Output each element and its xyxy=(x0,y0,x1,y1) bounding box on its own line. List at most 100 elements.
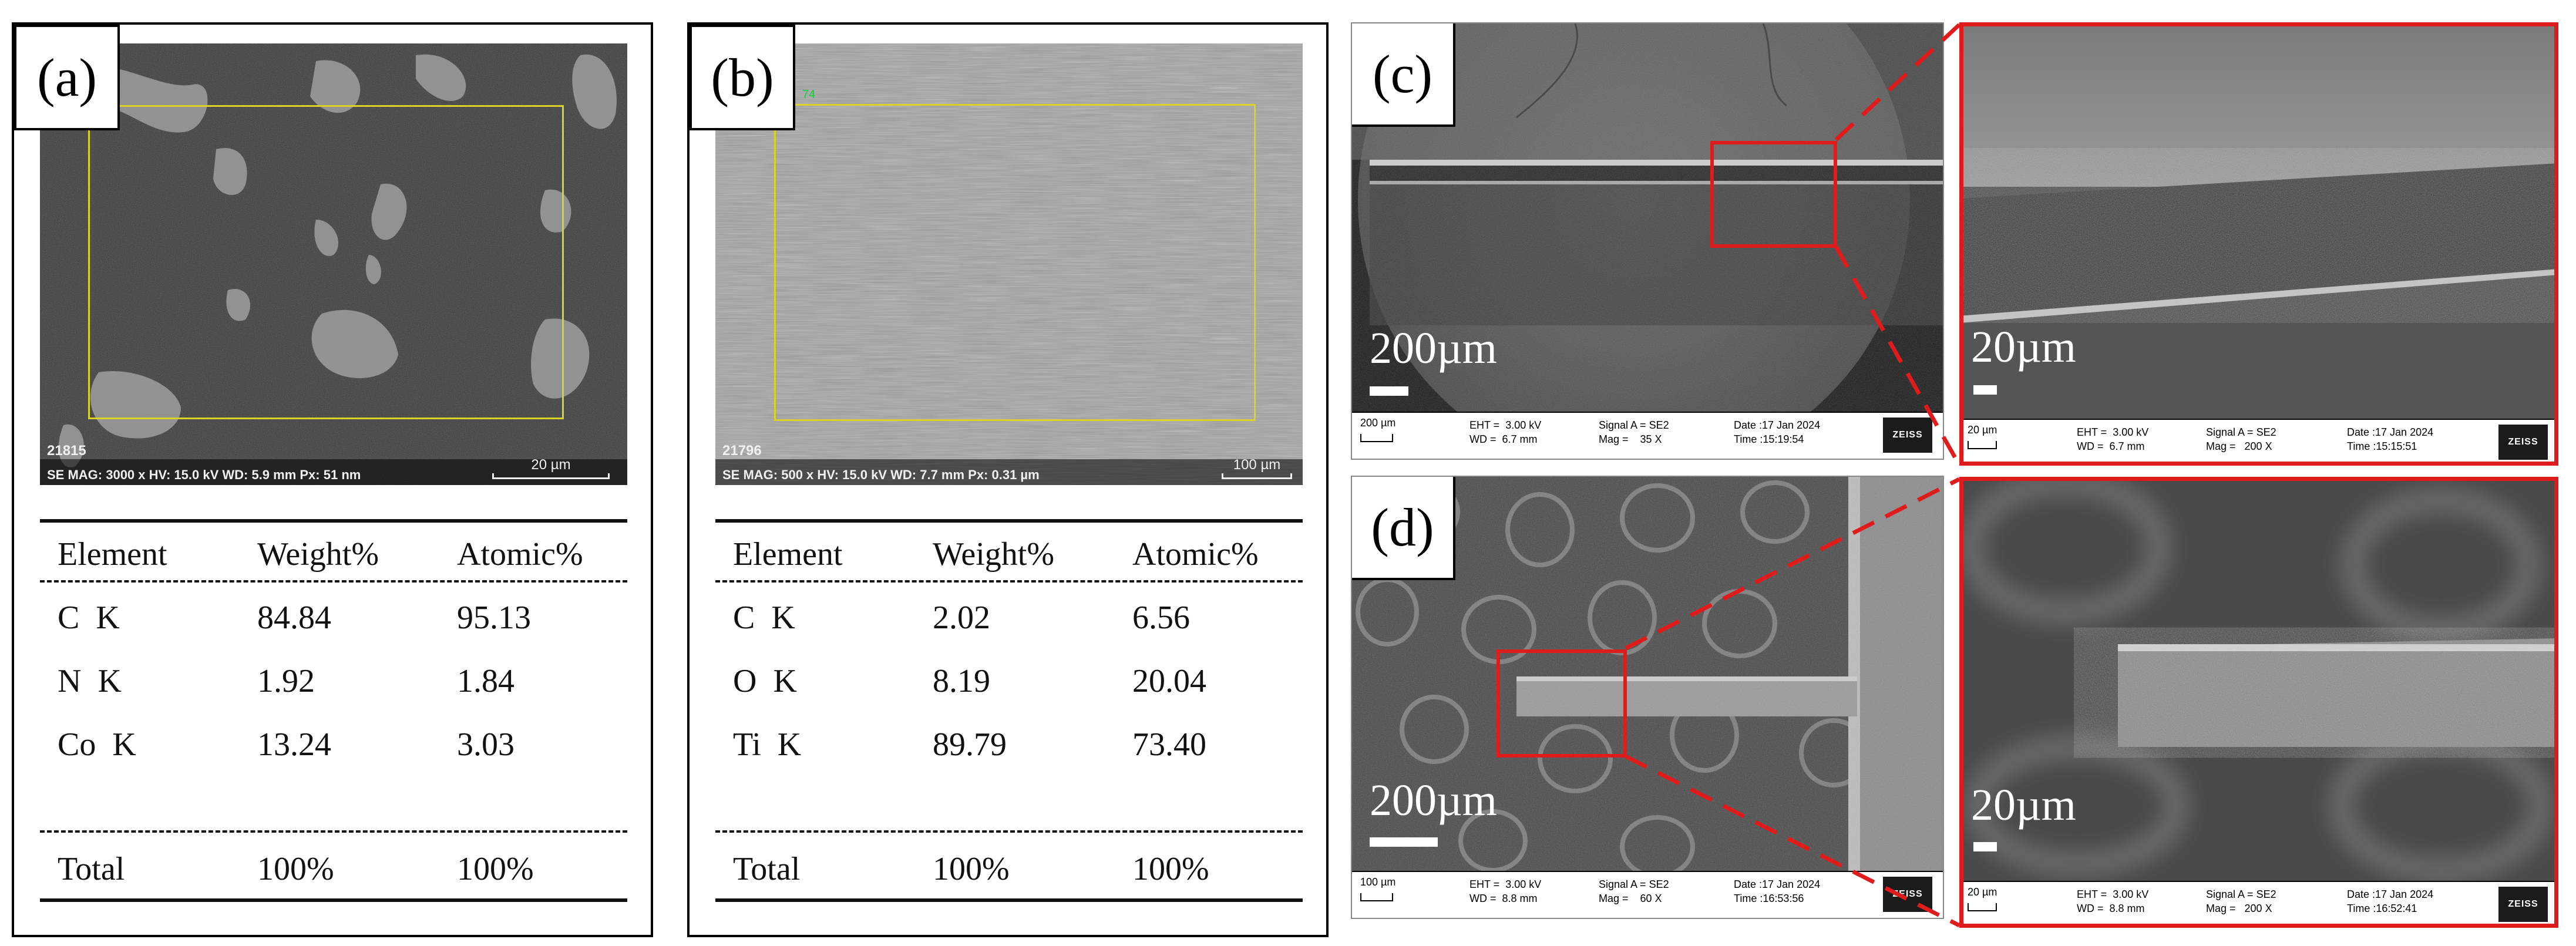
table-row: C K 2.02 6.56 xyxy=(715,594,1303,641)
panel-d-zoom: 20µm 20 µm EHT = 3.00 kV WD = 8.8 mm Sig… xyxy=(1959,477,2558,928)
total-atomic: 100% xyxy=(1132,851,1209,887)
big-scale-bar-c-overview xyxy=(1370,386,1408,396)
cell-weight: 89.79 xyxy=(933,726,1007,763)
zeiss-logo: ZEISS xyxy=(2498,425,2548,460)
strip-eht: EHT = 3.00 kV xyxy=(1469,419,1542,431)
cell-weight: 84.84 xyxy=(257,600,331,636)
strip-mag: Mag = 200 X xyxy=(2206,440,2272,452)
eds-table-b: Element Weight% Atomic% C K 2.02 6.56 O … xyxy=(715,519,1303,924)
strip-scale-text: 100 µm xyxy=(1360,876,1396,888)
zeiss-logo: ZEISS xyxy=(2498,887,2548,922)
sem-texture-c-zoom xyxy=(1959,22,2558,420)
cell-atomic: 73.40 xyxy=(1132,726,1206,763)
cell-weight: 2.02 xyxy=(933,600,990,636)
table-row: Ti K 89.79 73.40 xyxy=(715,721,1303,768)
cell-atomic: 20.04 xyxy=(1132,663,1206,699)
strip-date: Date :17 Jan 2024 xyxy=(1734,419,1821,431)
zoom-frame-c xyxy=(1959,22,2558,466)
strip-wd: WD = 8.8 mm xyxy=(1469,893,1538,904)
strip-mag: Mag = 200 X xyxy=(2206,903,2272,914)
cell-atomic: 6.56 xyxy=(1132,600,1190,636)
cell-element: Ti K xyxy=(733,726,802,763)
sem-texture-d-zoom xyxy=(1959,477,2558,882)
strip-date: Date :17 Jan 2024 xyxy=(2347,426,2434,438)
strip-mag: Mag = 35 X xyxy=(1599,433,1662,445)
panel-label-b: (b) xyxy=(690,25,795,130)
sem-texture-b xyxy=(715,43,1303,485)
roi-rectangle-a xyxy=(88,105,564,419)
strip-scale-bar xyxy=(1360,434,1393,442)
big-scale-bar-d-overview xyxy=(1370,837,1438,847)
strip-scale-bar xyxy=(1360,893,1393,901)
cell-weight: 13.24 xyxy=(257,726,331,763)
sem-image-a: 21815 SE MAG: 3000 x HV: 15.0 kV WD: 5.9… xyxy=(40,43,627,485)
sem-scale-text-b: 100 µm xyxy=(1233,457,1281,473)
strip-time: Time :16:53:56 xyxy=(1734,893,1804,904)
sem-image-c-zoom: 20µm xyxy=(1959,22,2558,420)
strip-scale-text: 200 µm xyxy=(1360,417,1396,429)
table-row: Co K 13.24 3.03 xyxy=(40,721,627,768)
table-row: C K 84.84 95.13 xyxy=(40,594,627,641)
sem-scale-text-a: 20 µm xyxy=(531,457,571,473)
cell-element: C K xyxy=(58,600,120,636)
eds-table-a: Element Weight% Atomic% C K 84.84 95.13 … xyxy=(40,519,627,924)
sem-scalebar-a: 20 µm xyxy=(492,457,610,479)
total-label: Total xyxy=(733,851,801,887)
big-scale-text-d-zoom: 20µm xyxy=(1971,780,2076,830)
strip-time: Time :15:19:54 xyxy=(1734,433,1804,445)
sem-scalebar-b: 100 µm xyxy=(1222,457,1292,479)
big-scale-text-c-zoom: 20µm xyxy=(1971,322,2076,372)
zeiss-info-strip-d-overview: 100 µm EHT = 3.00 kV WD = 8.8 mm Signal … xyxy=(1352,871,1943,918)
panel-c-overview: 200µm 200 µm EHT = 3.00 kV WD = 6.7 mm S… xyxy=(1351,22,1944,460)
sem-image-id-a: 21815 xyxy=(47,443,86,459)
panel-label-a: (a) xyxy=(14,25,120,130)
big-scale-text-d-overview: 200µm xyxy=(1370,776,1497,825)
panel-label-d: (d) xyxy=(1352,477,1455,580)
cell-element: C K xyxy=(733,600,795,636)
sem-image-b: 74 21796 SE MAG: 500 x HV: 15.0 kV WD: 7… xyxy=(715,43,1303,485)
sem-scale-bar-a xyxy=(492,473,610,479)
cell-weight: 8.19 xyxy=(933,663,990,699)
zeiss-info-strip-c-zoom: 20 µm EHT = 3.00 kV WD = 6.7 mm Signal A… xyxy=(1959,419,2558,466)
strip-scale-bar xyxy=(1968,441,1997,449)
zeiss-logo: ZEISS xyxy=(1883,877,1932,912)
table-header-rule xyxy=(715,580,1303,583)
sem-image-d-zoom: 20µm xyxy=(1959,477,2558,882)
zeiss-info-strip-c-overview: 200 µm EHT = 3.00 kV WD = 6.7 mm Signal … xyxy=(1352,412,1943,459)
roi-tag-b: 74 xyxy=(802,88,816,101)
header-weight: Weight% xyxy=(257,536,379,573)
panel-b: 74 21796 SE MAG: 500 x HV: 15.0 kV WD: 7… xyxy=(687,22,1329,937)
panel-d-overview: 200µm 100 µm EHT = 3.00 kV WD = 8.8 mm S… xyxy=(1351,476,1944,919)
zoom-region-box-c xyxy=(1710,141,1837,248)
table-bottom-rule xyxy=(40,898,627,902)
table-top-rule xyxy=(715,519,1303,523)
header-weight: Weight% xyxy=(933,536,1054,573)
sem-footer-b: SE MAG: 500 x HV: 15.0 kV WD: 7.7 mm Px:… xyxy=(715,457,1303,485)
table-total-rule xyxy=(40,830,627,833)
header-element: Element xyxy=(733,536,843,573)
strip-date: Date :17 Jan 2024 xyxy=(1734,878,1821,890)
panel-c-zoom: 20µm 20 µm EHT = 3.00 kV WD = 6.7 mm Sig… xyxy=(1959,22,2558,466)
strip-eht: EHT = 3.00 kV xyxy=(2077,426,2149,438)
table-header-rule xyxy=(40,580,627,583)
cell-atomic: 3.03 xyxy=(457,726,514,763)
roi-rectangle-b xyxy=(774,104,1256,421)
table-total-rule xyxy=(715,830,1303,833)
cell-atomic: 1.84 xyxy=(457,663,514,699)
table-header-row: Element Weight% Atomic% xyxy=(40,531,627,578)
strip-scale-bar xyxy=(1968,903,1997,911)
sem-meta-b: SE MAG: 500 x HV: 15.0 kV WD: 7.7 mm Px:… xyxy=(722,467,1040,482)
table-bottom-rule xyxy=(715,898,1303,902)
sem-scale-bar-b xyxy=(1222,473,1292,479)
cell-element: N K xyxy=(58,663,122,699)
total-label: Total xyxy=(58,851,125,887)
total-weight: 100% xyxy=(933,851,1010,887)
zeiss-logo: ZEISS xyxy=(1883,418,1932,453)
panel-a: 21815 SE MAG: 3000 x HV: 15.0 kV WD: 5.9… xyxy=(12,22,653,937)
strip-signal: Signal A = SE2 xyxy=(2206,888,2276,900)
big-scale-text-c-overview: 200µm xyxy=(1370,324,1497,373)
total-atomic: 100% xyxy=(457,851,534,887)
table-row: N K 1.92 1.84 xyxy=(40,658,627,705)
header-atomic: Atomic% xyxy=(1132,536,1259,573)
zoom-region-box-d xyxy=(1496,649,1627,758)
